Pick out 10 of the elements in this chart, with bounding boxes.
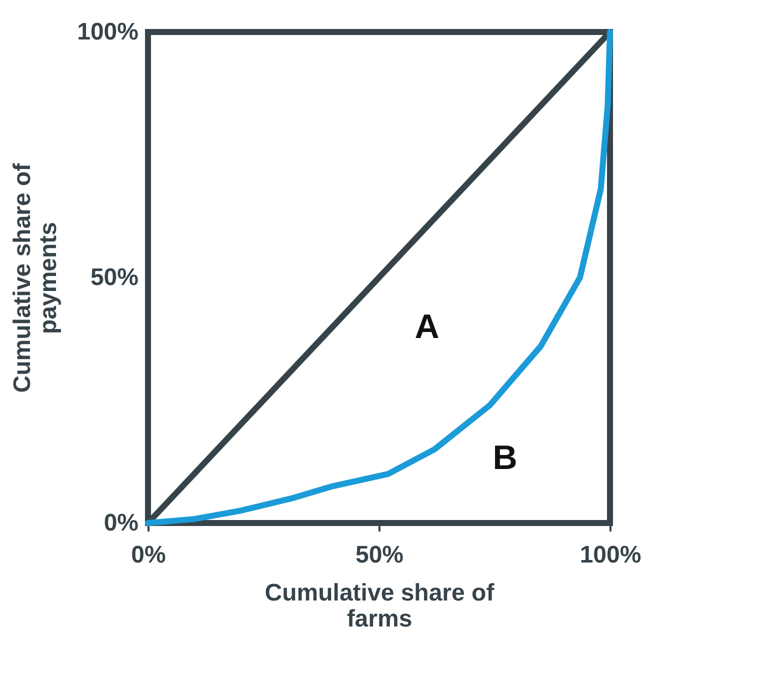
y-tick-label: 0% (104, 510, 138, 536)
x-tick-label: 50% (355, 542, 404, 568)
x-tick-label: 100% (580, 542, 642, 568)
y-tick-label: 100% (77, 18, 138, 46)
annotation: B (492, 439, 518, 477)
annotation: A (414, 308, 440, 346)
x-tick-label: 0% (131, 542, 166, 568)
y-axis-title: Cumulative share of payments (9, 162, 62, 393)
x-axis-title: Cumulative share of farms (264, 580, 496, 632)
y-tick-label: 50% (90, 264, 138, 291)
